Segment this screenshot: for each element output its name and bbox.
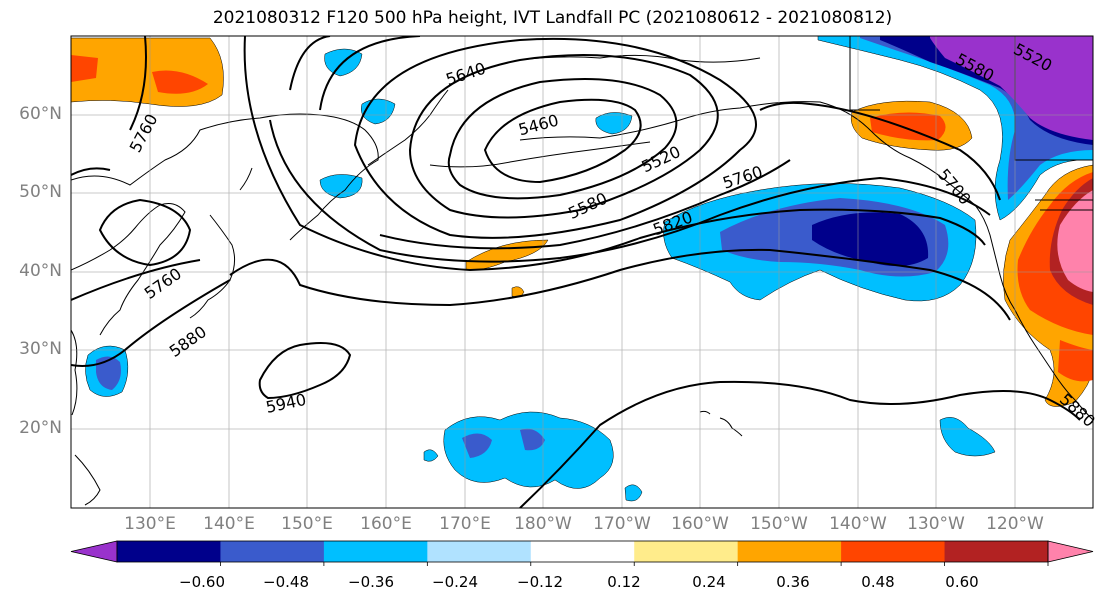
lon-label: 180°W: [514, 514, 572, 534]
contour-5460: [483, 98, 642, 184]
colorbar-arrow-high: [1047, 540, 1094, 563]
contour-5580: [408, 54, 719, 219]
colorbar-bin: [737, 541, 842, 562]
colorbar-bin: [323, 541, 428, 562]
colorbar-bin: [944, 541, 1049, 562]
colorbar-bin: [634, 541, 739, 562]
contour-5820: [243, 36, 986, 272]
height-contours: [71, 36, 1081, 508]
colorbar-bin: [427, 541, 532, 562]
graticule: [71, 36, 1093, 508]
colorbar: [70, 540, 1094, 566]
colorbar-tick-label: 0.36: [776, 573, 810, 591]
lon-label: 120°W: [986, 514, 1044, 534]
contour-5700: [319, 36, 1001, 250]
contour-5940: [258, 342, 352, 400]
lon-label: 140°W: [829, 514, 887, 534]
colorbar-bin: [220, 541, 325, 562]
lat-label-20n: 20°N: [19, 418, 62, 438]
kamchatka: [367, 89, 449, 166]
colorbar-outline: [116, 540, 1049, 563]
colorbar-bin: [117, 541, 221, 562]
contour-5640: [353, 37, 757, 239]
colorbar-arrow-low: [70, 540, 118, 563]
lat-label-60n: 60°N: [19, 104, 62, 124]
lat-label-30n: 30°N: [19, 339, 62, 359]
lon-label: 140°E: [203, 514, 255, 534]
colorbar-bin: [530, 541, 635, 562]
lat-label-40n: 40°N: [19, 261, 62, 281]
contour-5880: [71, 248, 1081, 508]
colorbar-tick-label: −0.60: [179, 573, 225, 591]
colorbar-tick-label: −0.48: [263, 573, 309, 591]
lon-label: 170°W: [593, 514, 651, 534]
china-coast: [71, 329, 101, 506]
contour-5760: [71, 36, 991, 267]
colorbar-bin: [841, 541, 946, 562]
lon-label: 170°E: [439, 514, 491, 534]
lon-label: 150°E: [281, 514, 333, 534]
north-america-west: [974, 204, 1093, 421]
hawaii: [699, 410, 743, 437]
lon-label: 130°W: [907, 514, 965, 534]
colorbar-tick-label: −0.24: [432, 573, 478, 591]
lat-label-50n: 50°N: [19, 182, 62, 202]
lon-label: 160°W: [671, 514, 729, 534]
colorbar-tick-label: −0.36: [348, 573, 394, 591]
contour-5520: [447, 78, 678, 200]
colorbar-tick-label: 0.24: [692, 573, 726, 591]
colorbar-tick-label: 0.60: [945, 573, 979, 591]
lon-label: 160°E: [360, 514, 412, 534]
colorbar-tick-label: 0.48: [861, 573, 895, 591]
map-frame: [70, 35, 1094, 509]
lon-label: 150°W: [750, 514, 808, 534]
colorbar-tick-label: −0.12: [517, 573, 563, 591]
alaska-coast: [519, 101, 976, 206]
lon-label: 130°E: [124, 514, 176, 534]
colorbar-tick-label: 0.12: [607, 573, 641, 591]
asia-east-coast: [71, 203, 186, 336]
arctic-coast: [519, 54, 761, 63]
aleutians: [429, 141, 651, 168]
map-title: 2021080312 F120 500 hPa height, IVT Land…: [212, 8, 893, 28]
